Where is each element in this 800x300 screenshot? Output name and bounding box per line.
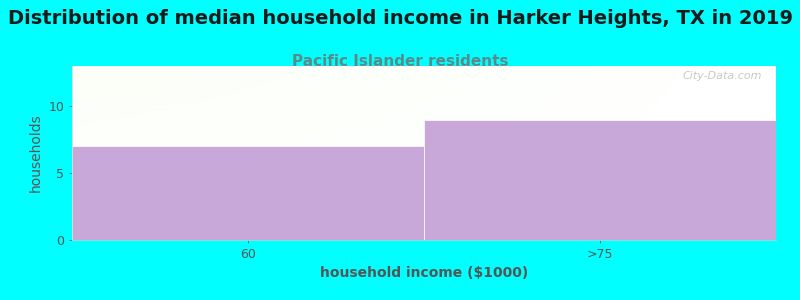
Bar <box>424 119 776 240</box>
Text: Distribution of median household income in Harker Heights, TX in 2019: Distribution of median household income … <box>7 9 793 28</box>
Y-axis label: households: households <box>29 114 43 192</box>
Text: City-Data.com: City-Data.com <box>682 71 762 81</box>
Text: Pacific Islander residents: Pacific Islander residents <box>292 54 508 69</box>
Bar <box>72 146 424 240</box>
X-axis label: household income ($1000): household income ($1000) <box>320 266 528 280</box>
